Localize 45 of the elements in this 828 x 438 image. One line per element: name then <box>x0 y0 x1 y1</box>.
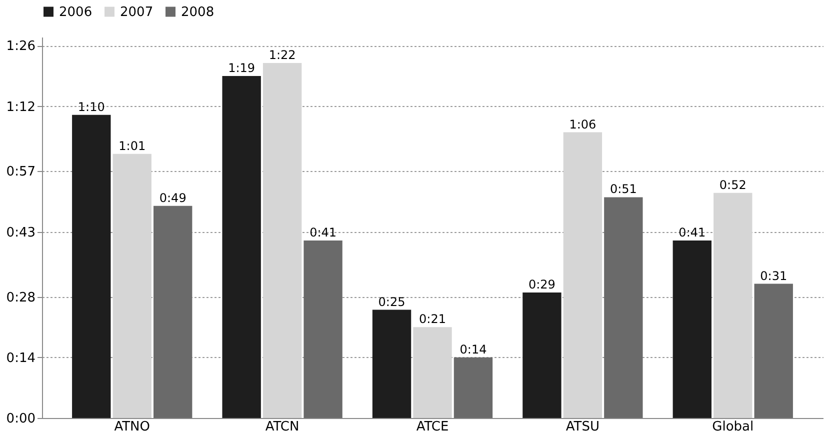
y-tick-label: 0:28 <box>6 290 36 306</box>
bar <box>222 76 261 418</box>
bar <box>563 132 602 418</box>
bar <box>72 114 111 418</box>
data-label: 0:41 <box>310 225 337 240</box>
data-label: 0:52 <box>719 178 746 192</box>
data-label: 0:49 <box>159 190 186 205</box>
bar <box>454 357 493 418</box>
y-tick-label: 0:00 <box>6 412 36 426</box>
bar <box>154 206 192 418</box>
legend-label: 2006 <box>59 4 92 20</box>
data-label: 0:14 <box>460 342 487 356</box>
bar <box>112 154 152 418</box>
bar <box>304 240 342 418</box>
y-tick-label: 0:57 <box>6 164 36 180</box>
data-label: 0:25 <box>378 294 406 309</box>
y-tick-label: 1:26 <box>6 39 36 54</box>
bar <box>372 310 412 418</box>
data-label: 1:22 <box>268 48 296 62</box>
x-tick-label: ATCN <box>265 420 300 434</box>
data-label: 0:41 <box>678 225 706 240</box>
data-label: 1:10 <box>78 100 105 114</box>
bar <box>413 327 452 418</box>
bar <box>522 292 562 418</box>
bar <box>672 240 712 418</box>
legend-label: 2008 <box>181 4 214 20</box>
y-tick-label: 0:14 <box>6 350 36 366</box>
y-tick-label: 1:12 <box>6 100 36 115</box>
data-label: 1:19 <box>228 60 256 75</box>
bar <box>262 62 302 418</box>
legend-label: 2007 <box>120 4 154 20</box>
bar <box>604 197 643 418</box>
x-tick-label: ATSU <box>566 420 600 434</box>
data-label: 0:29 <box>528 277 556 292</box>
data-label: 1:01 <box>118 138 146 153</box>
x-tick-label: ATNO <box>114 420 150 434</box>
bar <box>754 284 793 418</box>
data-label: 0:21 <box>419 312 446 326</box>
data-label: 0:31 <box>760 268 788 283</box>
bar <box>714 192 752 418</box>
x-tick-label: Global <box>712 420 754 434</box>
data-label: 0:51 <box>610 182 637 196</box>
x-tick-label: ATCE <box>416 420 449 434</box>
data-label: 1:06 <box>569 117 596 132</box>
y-tick-label: 0:43 <box>6 225 36 240</box>
